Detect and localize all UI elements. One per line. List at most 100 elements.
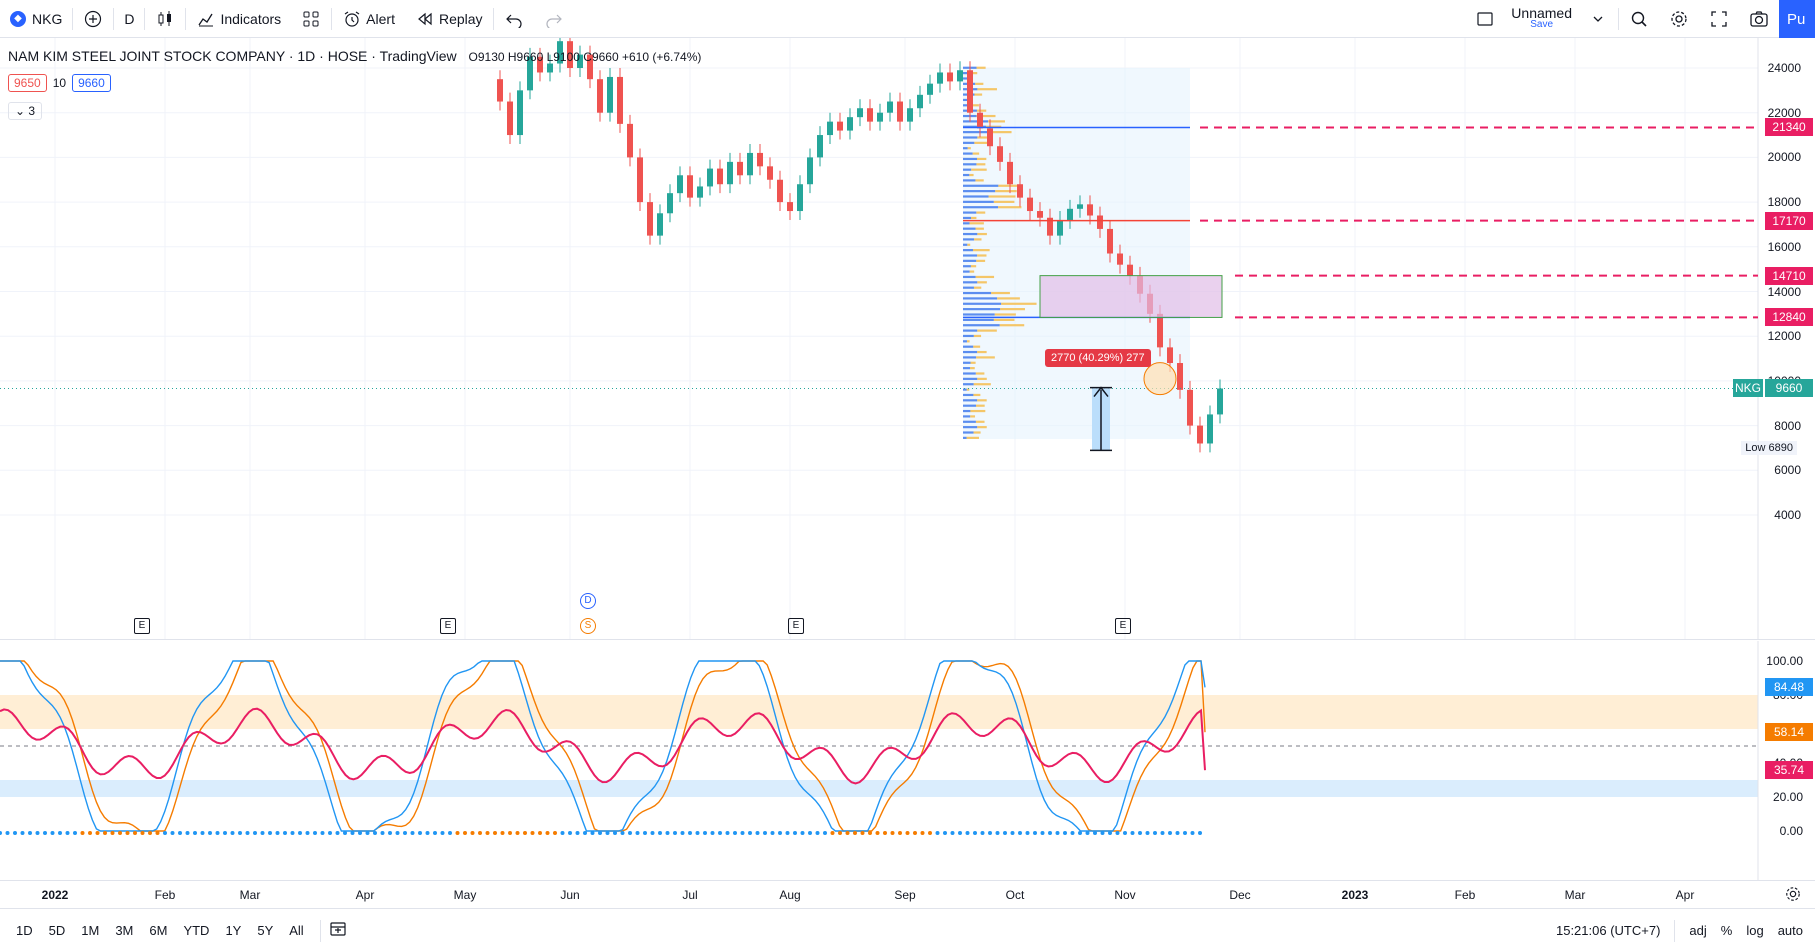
range-button-1m[interactable]: 1M	[81, 923, 100, 938]
range-button-1y[interactable]: 1Y	[225, 923, 242, 938]
volume-profile-bar	[967, 147, 971, 150]
volume-profile-bar	[963, 141, 975, 144]
main-chart-pane[interactable]: NAM KIM STEEL JOINT STOCK COMPANY · 1D ·…	[0, 38, 1815, 640]
range-button-1d[interactable]: 1D	[16, 923, 33, 938]
earnings-marker[interactable]: E	[440, 618, 456, 634]
volume-profile-bar	[963, 259, 977, 262]
level-price-label[interactable]: 12840	[1765, 308, 1813, 327]
signal-dot	[103, 831, 107, 835]
signal-dot	[13, 831, 17, 835]
signal-dot	[980, 831, 985, 835]
signal-dot	[1130, 831, 1135, 835]
rsi-line[interactable]	[0, 707, 1206, 785]
dividend-marker[interactable]: D	[580, 593, 596, 609]
ask-price[interactable]: 9660	[72, 74, 111, 92]
adj-toggle[interactable]: adj	[1689, 923, 1707, 938]
signal-dot	[305, 831, 310, 835]
zone-rectangle[interactable]	[1039, 275, 1223, 318]
last-price-label[interactable]: 9660	[1765, 379, 1813, 398]
candle-body	[547, 63, 553, 73]
volume-profile-bar	[963, 173, 970, 177]
settings-button[interactable]	[1659, 0, 1699, 38]
candle-body	[967, 70, 973, 113]
stoch-k-line[interactable]	[0, 660, 1206, 832]
clock-timezone-button[interactable]: 15:21:06 (UTC+7)	[1555, 923, 1661, 938]
layout-button[interactable]	[1465, 0, 1505, 38]
goto-date-button[interactable]	[329, 920, 347, 941]
range-button-3m[interactable]: 3M	[115, 923, 134, 938]
layout-name-button[interactable]: Unnamed Save	[1505, 6, 1578, 31]
bottom-bar: 1D 5D 1M 3M 6M YTD 1Y 5Y All 15:21:06 (UTC+7) ad…	[0, 909, 1815, 952]
signal-dot	[478, 831, 482, 835]
level-price-label[interactable]: 21340	[1765, 118, 1813, 137]
signal-dot	[1108, 831, 1112, 835]
signal-dot	[253, 831, 257, 835]
range-button-ytd[interactable]: YTD	[183, 923, 210, 938]
volume-profile-bar	[972, 249, 990, 252]
layout-save-status: Save	[1530, 19, 1554, 30]
time-tick: Nov	[1114, 888, 1136, 902]
interval-button[interactable]: D	[124, 10, 135, 27]
candle-body	[857, 108, 863, 118]
alert-button[interactable]: Alert	[332, 0, 405, 38]
signal-dot	[95, 831, 100, 835]
auto-toggle[interactable]: auto	[1777, 923, 1803, 938]
split-marker[interactable]: S	[580, 618, 596, 634]
layout-menu-button[interactable]	[1578, 0, 1618, 38]
price-chart-svg[interactable]	[0, 38, 1815, 640]
measure-label[interactable]: 2770 (40.29%) 277	[1045, 348, 1151, 367]
highlight-circle[interactable]	[1143, 362, 1177, 396]
search-button[interactable]	[1619, 0, 1659, 38]
indicators-button[interactable]: Indicators	[186, 0, 291, 38]
volume-profile-bar	[963, 131, 993, 134]
log-toggle[interactable]: log	[1746, 923, 1764, 938]
candle-body	[867, 108, 873, 122]
signal-dot	[1100, 831, 1105, 835]
templates-button[interactable]	[291, 0, 331, 38]
volume-profile-bar	[963, 436, 967, 439]
candle-body	[507, 101, 513, 136]
series-value-label[interactable]: 58.14	[1765, 723, 1813, 742]
candle-body	[1157, 313, 1163, 348]
axis-settings-button[interactable]	[1785, 886, 1801, 905]
undo-button[interactable]	[494, 0, 534, 38]
series-value-label[interactable]: 84.48	[1765, 678, 1813, 697]
percent-toggle[interactable]: %	[1720, 923, 1733, 938]
indicators-icon	[196, 9, 216, 29]
volume-profile-bar	[963, 249, 973, 252]
candle-body	[797, 184, 803, 212]
chart-type-button[interactable]	[145, 0, 185, 38]
candle-body	[907, 108, 913, 122]
volume-profile-bar	[963, 367, 971, 370]
series-value-label[interactable]: 35.74	[1765, 761, 1813, 780]
publish-button[interactable]: Pu	[1779, 0, 1815, 38]
earnings-marker[interactable]: E	[1115, 618, 1131, 634]
compare-button[interactable]	[73, 0, 113, 38]
redo-button[interactable]	[534, 0, 574, 38]
range-button-6m[interactable]: 6M	[149, 923, 168, 938]
signal-dot	[898, 831, 902, 835]
level-price-label[interactable]: 17170	[1765, 211, 1813, 230]
time-axis[interactable]: 2022 Feb Mar Apr May Jun Jul Aug Sep Oct Nov Dec 202…	[0, 881, 1815, 909]
symbol-search-button[interactable]: ◆ NKG	[0, 10, 72, 27]
candle-body	[1027, 197, 1033, 212]
range-button-5y[interactable]: 5Y	[257, 923, 274, 938]
price-tick: 6000	[1774, 463, 1801, 478]
signal-dot	[260, 831, 265, 835]
volume-profile-bar	[977, 88, 997, 91]
level-price-label[interactable]: 14710	[1765, 266, 1813, 285]
range-button-5d[interactable]: 5D	[48, 923, 66, 938]
replay-button[interactable]: Replay	[405, 0, 493, 38]
oscillator-tick: 20.00	[1772, 790, 1803, 804]
range-button-all[interactable]: All	[289, 923, 304, 938]
earnings-marker[interactable]: E	[134, 618, 150, 634]
fullscreen-button[interactable]	[1699, 0, 1739, 38]
earnings-marker[interactable]: E	[788, 618, 804, 634]
oscillator-svg[interactable]	[0, 641, 1815, 881]
volume-profile-bar	[970, 361, 976, 364]
candle-body	[647, 202, 653, 236]
snapshot-button[interactable]	[1739, 0, 1779, 38]
studies-toggle-button[interactable]: ⌄ 3	[8, 102, 43, 120]
bid-price[interactable]: 9650	[8, 74, 47, 92]
